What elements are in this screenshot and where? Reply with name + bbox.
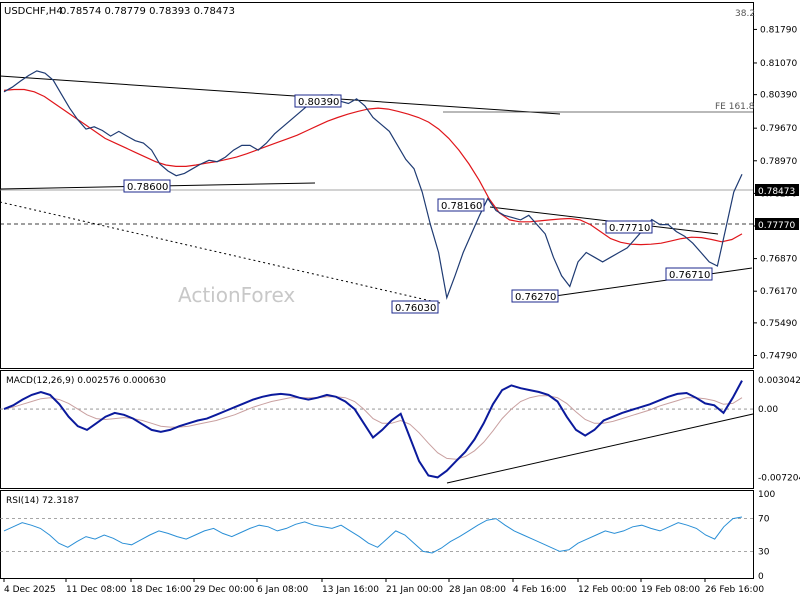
rsi-panel [0,490,754,579]
current-price-value: 0.78473 [758,187,795,197]
x-tick-label: 4 Dec 2025 [4,585,56,595]
current-price-box [755,184,799,196]
macd-signal-line [3,395,743,460]
fib-label: 38.2 [735,9,755,19]
rsi-tick-label: 30 [758,547,770,557]
rsi-plot: 100 70 30 0 [0,490,775,582]
macd-line [3,380,743,479]
ohlc-label: 0.78574 0.78779 0.78393 0.78473 [60,6,235,17]
rsi-tick-label: 0 [758,572,764,582]
x-axis: 4 Dec 2025 11 Dec 08:00 18 Dec 16:00 29 Dec… [3,578,764,595]
x-tick-label: 26 Feb 16:00 [705,585,764,595]
trendline-dotted [0,201,441,304]
y-tick-label: 0.78970 [760,157,797,167]
y-tick-label: 0.76170 [760,287,797,297]
price-label-box [437,198,485,212]
price-label: 0.77710 [609,223,650,234]
x-tick-label: 19 Feb 08:00 [641,585,700,595]
y-tick-label: 0.80390 [760,91,797,101]
x-tick-label: 12 Feb 00:00 [578,585,637,595]
price-label-box [294,94,342,108]
price-label: 0.76710 [669,270,710,281]
macd-plot: 0.003042 0.00 -0.007204 [0,376,800,484]
macd-label: MACD(12,26,9) 0.002576 0.000630 [6,376,166,386]
price-label: 0.76030 [395,303,436,314]
price-label-box [123,179,171,193]
x-tick-label: 21 Jan 00:00 [386,585,443,595]
trendline-upper [0,75,561,115]
y-tick-label: 0.74790 [760,351,797,361]
moving-average-line [3,88,743,246]
y-tick-label: 0.76870 [760,255,797,265]
x-tick-label: 18 Dec 16:00 [131,585,192,595]
x-tick-label: 6 Jan 08:00 [257,585,309,595]
macd-panel [0,370,754,489]
x-tick-label: 28 Jan 08:00 [449,585,506,595]
fib-label: FE 161.8 [715,102,755,112]
x-tick-label: 13 Jan 16:00 [322,585,379,595]
price-line [3,70,743,300]
rsi-label: RSI(14) 72.3187 [6,496,79,506]
rsi-line [3,516,743,554]
x-tick-label: 11 Dec 08:00 [66,585,127,595]
channel-lower [547,267,753,298]
price-label-box [391,300,439,314]
y-tick-label: 0.79670 [760,124,797,134]
rsi-tick-label: 70 [758,515,770,525]
rsi-tick-label: 100 [758,490,775,500]
x-tick-label: 4 Feb 16:00 [513,585,567,595]
price-label: 0.78600 [127,182,168,193]
macd-tick-label: -0.007204 [758,473,800,483]
level-value: 0.77770 [758,221,795,231]
macd-trendline [446,413,754,484]
price-label-box [605,220,653,234]
main-panel [0,2,754,369]
x-tick-label: 29 Dec 00:00 [194,585,255,595]
y-tick-label: 0.75490 [760,319,797,329]
macd-tick-label: 0.00 [758,405,778,415]
channel-upper [489,206,719,235]
y-tick-label: 0.81070 [760,59,797,69]
main-plot [0,70,753,304]
y-tick-label: 0.81790 [760,25,797,35]
price-label: 0.80390 [298,97,339,108]
price-label-box [511,289,559,303]
price-label-box [665,267,713,281]
symbol-label: USDCHF,H4 [4,6,63,17]
price-label: 0.78160 [441,201,482,212]
price-label: 0.76270 [515,292,556,303]
main-annotations: 0.80390 0.78600 0.78160 0.77710 0.76710 0.762… [123,9,799,314]
macd-tick-label: 0.003042 [758,376,800,386]
watermark: ActionForex [178,283,295,307]
chart-header: USDCHF,H4 0.78574 0.78779 0.78393 0.7847… [4,6,235,17]
level-box [755,218,799,230]
